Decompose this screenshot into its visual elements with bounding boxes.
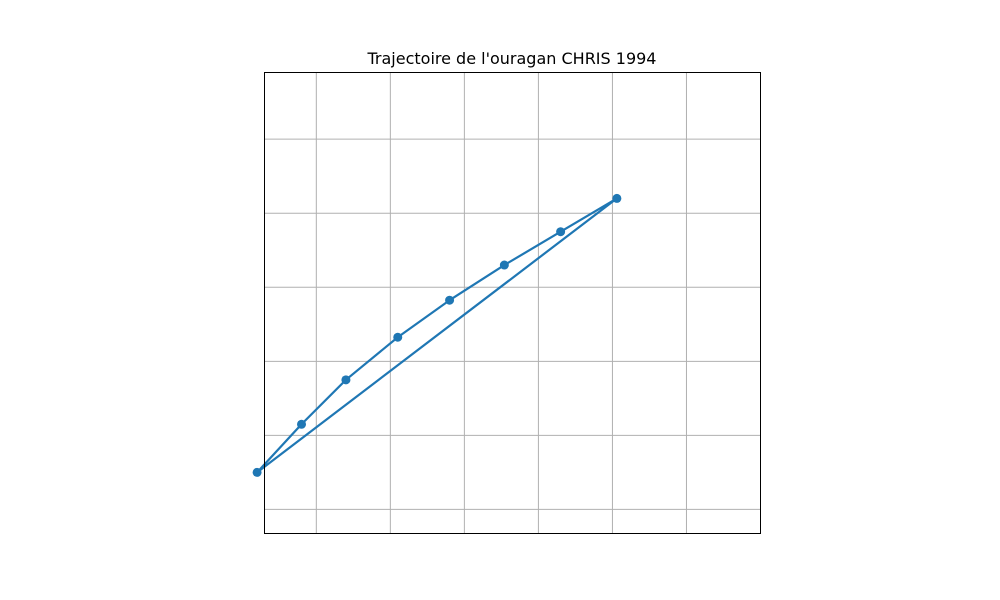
- track-point: [393, 332, 403, 342]
- track-point: [297, 419, 307, 429]
- plot-lines: [256, 197, 618, 474]
- plot-grid: [264, 72, 761, 534]
- track-point: [341, 375, 351, 385]
- chart-title: Trajectoire de l'ouragan CHRIS 1994: [367, 49, 657, 68]
- track-point: [252, 467, 262, 477]
- track-line: [256, 197, 618, 474]
- track-point: [445, 295, 455, 305]
- track-point: [499, 260, 509, 270]
- plot-area-frame: [264, 72, 761, 534]
- plot-markers: [252, 193, 622, 477]
- track-point: [556, 227, 566, 237]
- track-point: [612, 193, 622, 203]
